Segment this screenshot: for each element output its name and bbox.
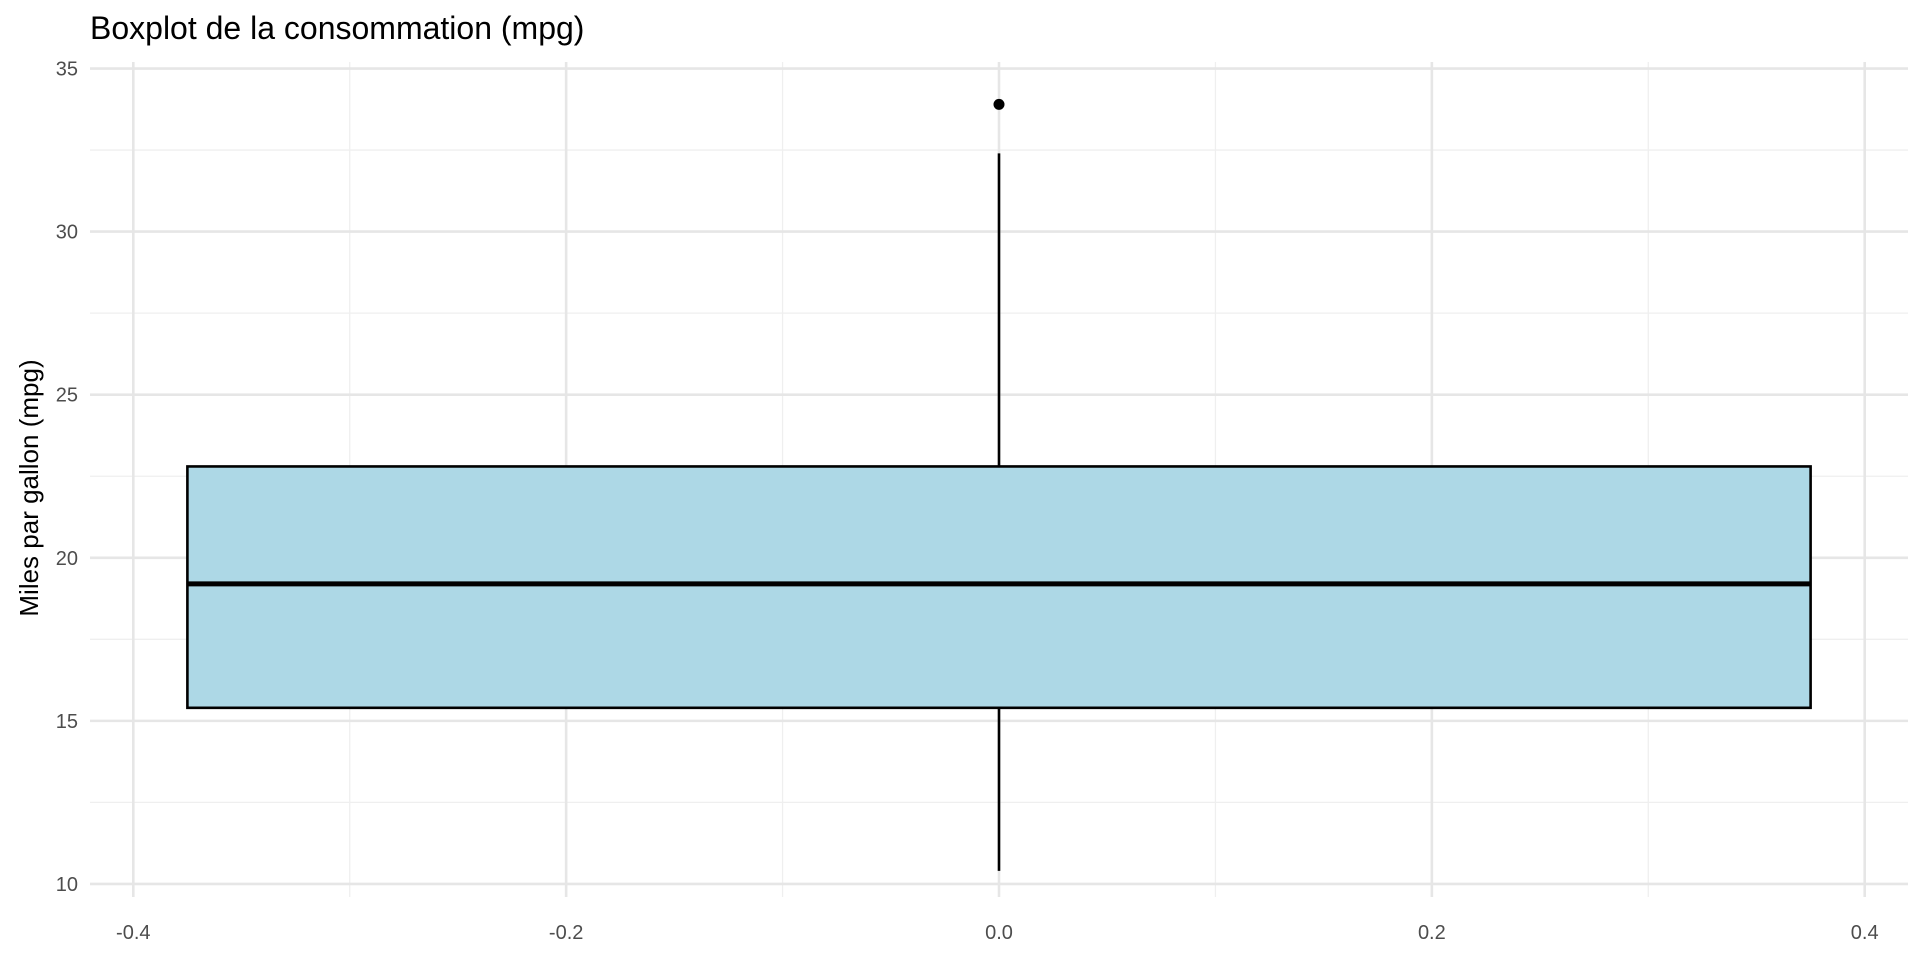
- boxplot-series: [186, 98, 1812, 871]
- outlier-point: [993, 98, 1005, 110]
- y-tick-label: 10: [56, 874, 78, 896]
- x-tick-label: -0.4: [116, 922, 150, 944]
- y-tick-label: 35: [56, 59, 78, 81]
- x-tick-label: 0.2: [1418, 922, 1446, 944]
- interquartile-box: [186, 465, 1812, 710]
- y-tick-label: 15: [56, 711, 78, 733]
- chart-title: Boxplot de la consommation (mpg): [90, 10, 584, 46]
- x-tick-label: 0.4: [1851, 922, 1879, 944]
- x-axis-ticks: -0.4 -0.2 0.0 0.2 0.4: [116, 922, 1879, 944]
- y-axis-label: Miles par gallon (mpg): [14, 359, 44, 616]
- y-tick-label: 25: [56, 385, 78, 407]
- x-tick-label: 0.0: [985, 922, 1013, 944]
- x-tick-label: -0.2: [549, 922, 583, 944]
- y-tick-label: 20: [56, 548, 78, 570]
- y-axis-ticks: 10 15 20 25 30 35: [56, 59, 78, 896]
- y-tick-label: 30: [56, 222, 78, 244]
